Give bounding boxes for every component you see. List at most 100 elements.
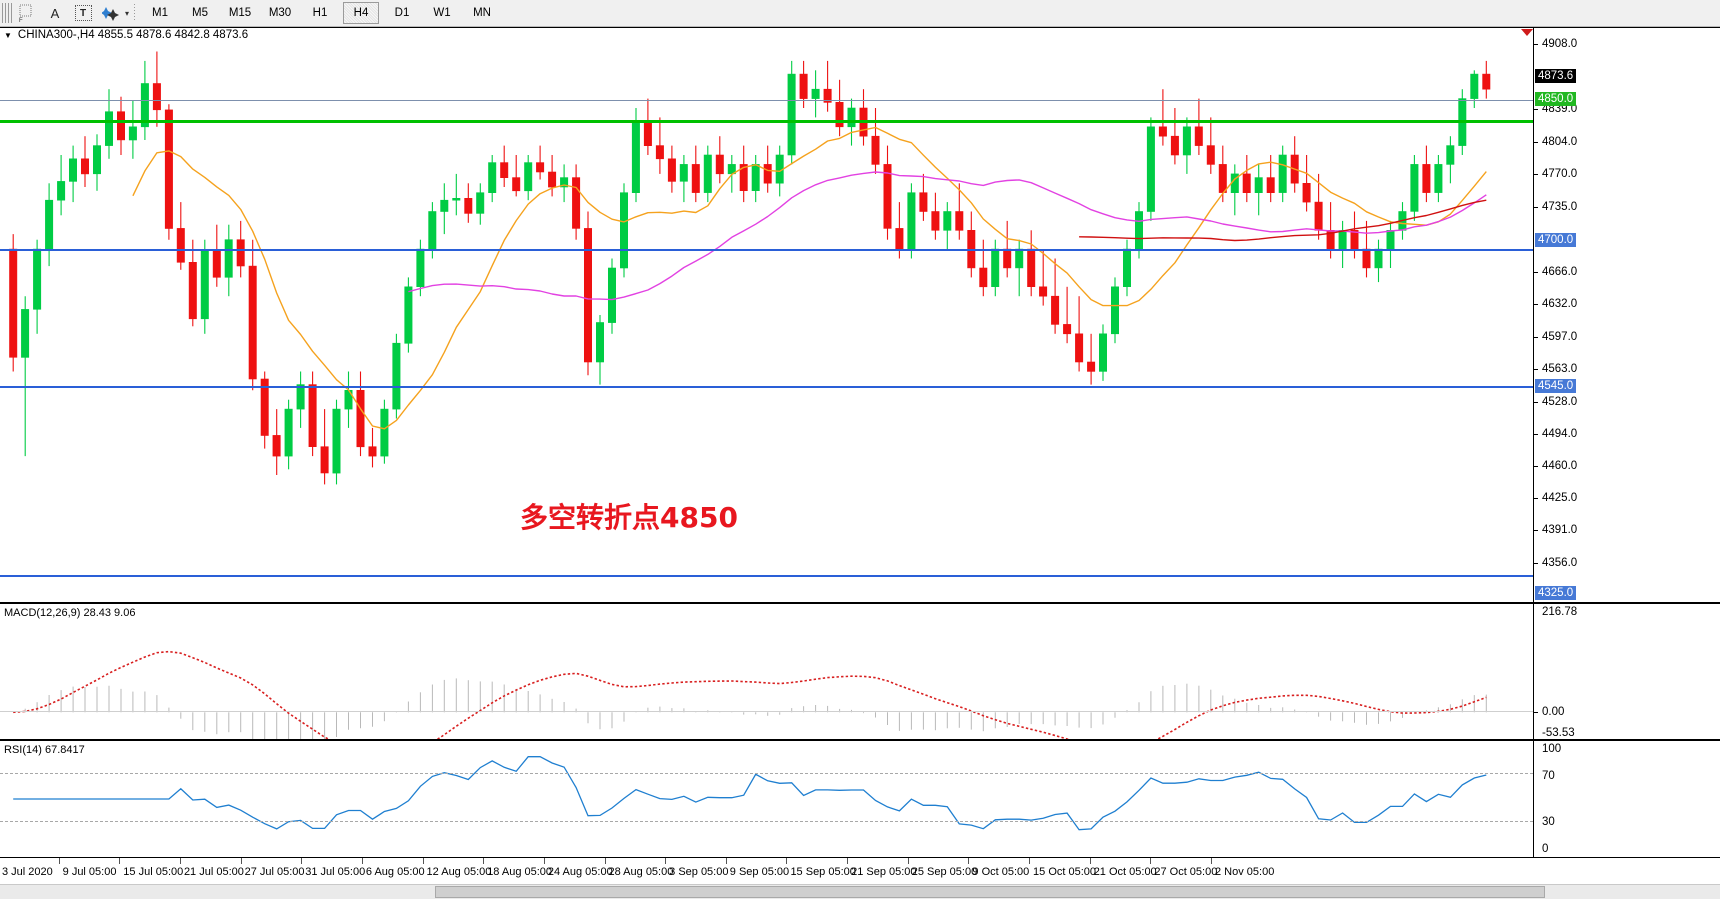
macd-axis[interactable]: 216.78 0.00 -53.53 xyxy=(1533,604,1720,739)
macd-pane: MACD(12,26,9) 28.43 9.06 216.78 0.00 -53.5… xyxy=(0,603,1720,740)
price-axis-label: 4770.0 xyxy=(1542,167,1578,180)
time-axis-label: 3 Sep 05:00 xyxy=(669,866,729,878)
time-axis-tick xyxy=(968,858,970,864)
price-axis-tick xyxy=(1534,336,1538,338)
level-line-4850 xyxy=(0,120,1533,123)
time-axis-label: 28 Aug 05:00 xyxy=(608,866,674,878)
price-tag-4325-0[interactable]: 4325.0 xyxy=(1535,585,1577,600)
price-axis-tick xyxy=(1534,141,1538,143)
price-axis[interactable]: 4908.0 4839.0 4804.0 4770.0 4735.0 4666.0 4632… xyxy=(1533,28,1720,602)
time-axis-label: 15 Oct 05:00 xyxy=(1033,866,1097,878)
price-tag-4545-0[interactable]: 4545.0 xyxy=(1535,378,1577,393)
symbol-collapse-caret-icon[interactable]: ▼ xyxy=(4,30,12,40)
time-axis-label: 9 Oct 05:00 xyxy=(972,866,1030,878)
chart-toolbar: F A T ▾ M1 M5 M15 M30 H1 H4 D1 W1 MN xyxy=(0,0,1720,27)
price-candles-svg xyxy=(9,51,1491,485)
price-pane: 多空转折点4850 4908.0 4839.0 4804.0 4770.0 4735.0… xyxy=(0,27,1720,603)
timeframe-m1[interactable]: M1 xyxy=(152,7,168,19)
rsi-axis-label: 30 xyxy=(1542,816,1555,829)
price-axis-tick xyxy=(1534,498,1538,500)
symbol-ohlc-text: CHINA300-,H4 4855.5 4878.6 4842.8 4873.6 xyxy=(17,29,249,41)
time-axis-tick xyxy=(422,858,424,864)
time-axis-label: 15 Sep 05:00 xyxy=(790,866,856,878)
timeframe-m15[interactable]: M15 xyxy=(228,7,252,19)
time-axis-tick xyxy=(119,858,121,864)
price-tag-4850-0[interactable]: 4850.0 xyxy=(1535,91,1577,106)
macd-zero-line xyxy=(0,711,1533,712)
price-axis-tick xyxy=(1534,530,1538,532)
time-axis[interactable]: 3 Jul 2020 9 Jul 05:00 15 Jul 05:00 21 Jul … xyxy=(0,858,1720,885)
rsi-series-svg xyxy=(13,756,1487,831)
svg-text:F: F xyxy=(19,18,23,22)
timeframe-m30[interactable]: M30 xyxy=(268,7,292,19)
rsi-axis[interactable]: 100 70 30 0 xyxy=(1533,741,1720,857)
price-axis-label: 4563.0 xyxy=(1542,362,1578,375)
price-axis-tick xyxy=(1534,108,1538,110)
rsi-level-70-line xyxy=(0,773,1533,774)
text-a-tool-icon[interactable]: A xyxy=(42,2,68,24)
price-plot-area[interactable] xyxy=(0,28,1533,602)
macd-axis-label: 0.00 xyxy=(1542,706,1565,719)
timeframe-d1[interactable]: D1 xyxy=(394,7,410,19)
time-axis-label: 15 Jul 05:00 xyxy=(123,866,184,878)
time-axis-label: 3 Jul 2020 xyxy=(2,866,53,878)
template-dropdown-caret-icon[interactable]: ▾ xyxy=(125,8,130,18)
price-axis-tick xyxy=(1534,303,1538,305)
text-label-glyph: T xyxy=(74,5,92,21)
time-axis-tick xyxy=(1211,858,1212,864)
price-axis-tick xyxy=(1534,563,1538,565)
timeframe-mn[interactable]: MN xyxy=(473,7,491,19)
template-tool-icon[interactable] xyxy=(98,2,124,24)
text-label-tool-icon[interactable]: T xyxy=(70,2,96,24)
symbol-header: ▼ CHINA300-,H4 4855.5 4878.6 4842.8 4873… xyxy=(0,28,248,42)
price-axis-label: 4356.0 xyxy=(1542,557,1578,570)
time-axis-tick xyxy=(543,858,545,864)
price-axis-tick xyxy=(1534,43,1538,45)
toolbar-separator xyxy=(134,4,136,22)
time-axis-label: 25 Sep 05:00 xyxy=(911,866,978,878)
macd-axis-tick xyxy=(1534,712,1538,714)
level-line-4325 xyxy=(0,575,1533,577)
text-a-glyph: A xyxy=(50,5,60,21)
time-axis-tick xyxy=(1029,858,1031,864)
time-axis-tick xyxy=(786,858,788,864)
timeframe-w1[interactable]: W1 xyxy=(433,7,451,19)
price-axis-label: 4460.0 xyxy=(1542,459,1578,472)
rsi-plot-area[interactable] xyxy=(0,741,1533,857)
macd-plot-area[interactable] xyxy=(0,604,1533,739)
price-axis-label: 4839.0 xyxy=(1542,102,1578,115)
time-axis-tick xyxy=(301,858,303,864)
time-axis-tick xyxy=(725,858,727,864)
price-axis-tick xyxy=(1534,433,1538,435)
price-axis-label: 4735.0 xyxy=(1542,200,1578,213)
price-axis-tick xyxy=(1534,271,1538,273)
price-tag-4700-0[interactable]: 4700.0 xyxy=(1535,232,1577,247)
rsi-axis-label: 0 xyxy=(1542,843,1549,855)
scrollbar-thumb[interactable] xyxy=(435,886,1545,898)
time-axis-label: 9 Sep 05:00 xyxy=(729,866,790,878)
timeframe-h4[interactable]: H4 xyxy=(343,2,380,24)
rsi-title: RSI(14) 67.8417 xyxy=(4,744,85,756)
time-axis-label: 27 Jul 05:00 xyxy=(244,866,305,878)
level-line-4545 xyxy=(0,386,1533,388)
toolbar-grip-icon[interactable] xyxy=(2,3,12,23)
time-axis-tick xyxy=(361,858,363,864)
last-price-line xyxy=(0,100,1533,101)
time-axis-label: 6 Aug 05:00 xyxy=(365,866,425,878)
price-axis-tick xyxy=(1534,465,1538,467)
timeframe-m5[interactable]: M5 xyxy=(192,7,208,19)
time-axis-tick xyxy=(665,858,667,864)
crosshair-tool-icon[interactable]: F xyxy=(14,2,40,24)
rsi-axis-label: 100 xyxy=(1542,743,1562,755)
price-axis-label: 4528.0 xyxy=(1542,395,1578,408)
horizontal-scrollbar[interactable] xyxy=(0,884,1720,899)
timeframe-h1[interactable]: H1 xyxy=(312,7,328,19)
price-tag-4873-6[interactable]: 4873.6 xyxy=(1535,69,1577,84)
time-axis-tick xyxy=(483,858,485,864)
rsi-axis-label: 70 xyxy=(1542,769,1555,782)
time-axis-tick xyxy=(240,858,242,864)
time-axis-tick xyxy=(1150,858,1152,864)
time-axis-tick xyxy=(179,858,181,864)
price-axis-label: 4391.0 xyxy=(1542,524,1578,537)
